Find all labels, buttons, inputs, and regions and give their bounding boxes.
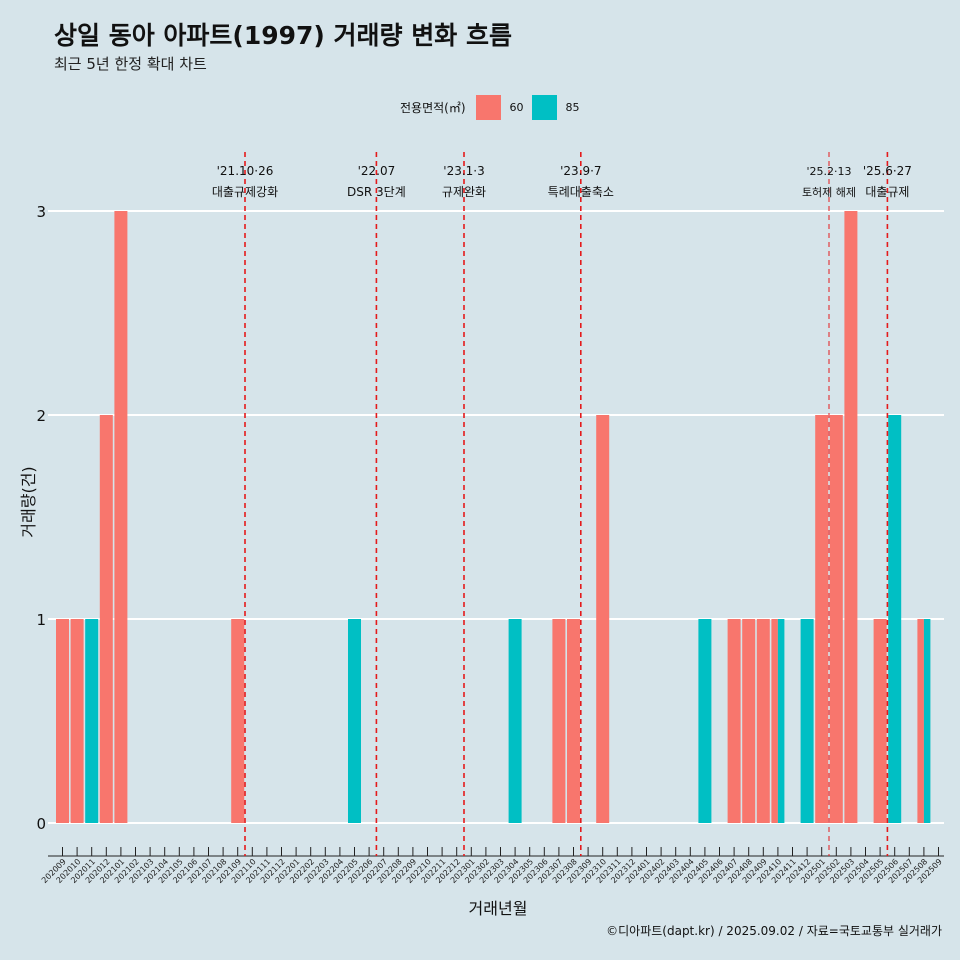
bar-60 (567, 619, 580, 823)
bar-60 (917, 619, 924, 823)
bar-85 (698, 619, 712, 823)
bar-60 (56, 619, 69, 823)
y-tick-label: 2 (36, 407, 46, 425)
bar-85 (85, 619, 99, 823)
x-axis-title: 거래년월 (469, 899, 528, 918)
event-text-label: 대출규제 (865, 185, 909, 199)
chart-title: 상일 동아 아파트(1997) 거래량 변화 흐름 (54, 21, 512, 50)
y-tick-label: 0 (36, 815, 46, 833)
bar-60 (114, 211, 128, 823)
bar-60 (99, 415, 113, 823)
source-caption: ©디아파트(dapt.kr) / 2025.09.02 / 자료=국토교통부 실… (606, 924, 942, 938)
bar-85 (888, 415, 902, 823)
legend: 전용면적(㎡) 60 85 (400, 94, 588, 120)
bar-85 (348, 619, 361, 823)
event-date-label: '23.1·3 (443, 164, 484, 178)
event-date-label: '23.9·7 (560, 164, 601, 178)
bar-60 (771, 619, 778, 823)
bar-60 (815, 415, 829, 823)
y-tick-label: 3 (36, 203, 46, 221)
legend-label-60: 60 (509, 100, 524, 114)
chart-subtitle: 최근 5년 한정 확대 차트 (54, 55, 207, 73)
event-date-label: '21.10·26 (217, 164, 274, 178)
legend-label-85: 85 (565, 100, 580, 114)
event-text-label: 특례대출축소 (548, 185, 614, 199)
event-date-label: '22.07 (358, 164, 396, 178)
bar-60 (552, 619, 566, 823)
bar-85 (923, 619, 931, 823)
bar-60 (873, 619, 887, 823)
event-date-label: '25.2·13 (806, 165, 851, 178)
bar-60 (742, 619, 756, 823)
legend-title: 전용면적(㎡) (400, 100, 466, 115)
event-text-label: 규제완화 (442, 185, 486, 199)
bar-85 (800, 619, 814, 823)
legend-item-60: 60 (475, 94, 524, 120)
legend-key-60 (475, 94, 501, 120)
event-date-label: '25.6·27 (863, 164, 912, 178)
bar-60 (70, 619, 84, 823)
y-tick-label: 1 (36, 611, 46, 629)
legend-item-85: 85 (531, 94, 580, 120)
bar-85 (777, 619, 785, 823)
legend-key-85 (531, 94, 557, 120)
y-axis-title: 거래량(건) (19, 466, 38, 537)
event-text-label: DSR 3단계 (347, 185, 406, 199)
bar-60 (756, 619, 770, 823)
bar-60 (231, 619, 245, 823)
bar-85 (508, 619, 522, 823)
bar-60 (844, 211, 858, 823)
event-text-label: 토허제 해제 (802, 185, 856, 199)
event-text-label: 대출규제강화 (212, 185, 278, 199)
bar-60 (727, 619, 741, 823)
bar-60 (596, 415, 610, 823)
bar-60 (829, 415, 843, 823)
